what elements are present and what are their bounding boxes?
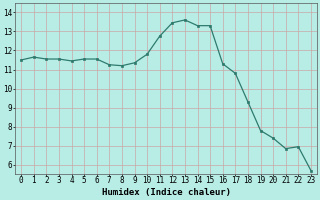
X-axis label: Humidex (Indice chaleur): Humidex (Indice chaleur) (101, 188, 230, 197)
